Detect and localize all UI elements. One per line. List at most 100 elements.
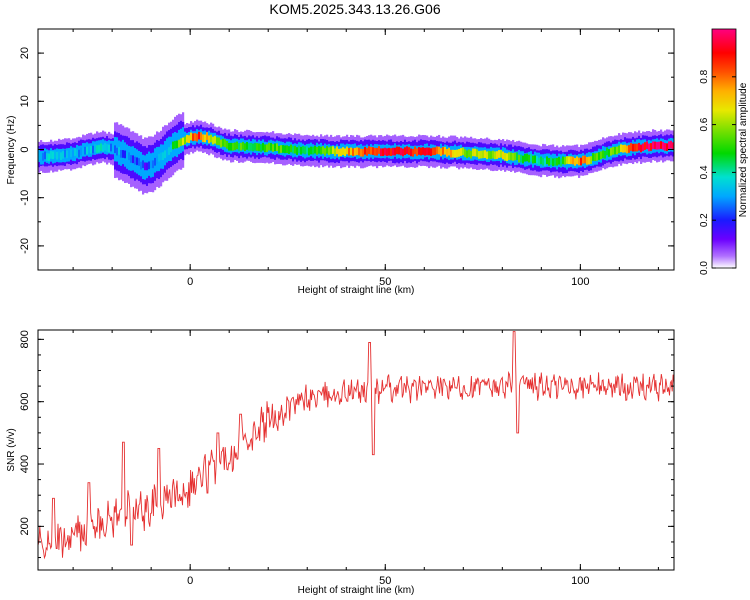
spectrogram-cell <box>604 150 607 159</box>
spectrogram-cell <box>444 146 447 155</box>
spectrogram-cell <box>154 157 157 166</box>
spectrogram-cell <box>212 136 215 145</box>
spectrogram-cell <box>236 141 239 150</box>
spectrogram-cell <box>498 150 501 158</box>
spectrogram-cell <box>92 145 95 154</box>
spectrogram-cell <box>506 153 509 162</box>
spectrogram-cell <box>560 158 563 167</box>
spectrogram-cell <box>284 145 287 154</box>
spectrogram-cell <box>528 154 531 163</box>
spectrogram-cell <box>480 150 483 159</box>
spectrogram-x-tick-label: 50 <box>379 276 391 288</box>
spectrogram-cell <box>608 149 611 157</box>
spectrogram-cell <box>582 155 585 164</box>
spectrogram-cell <box>326 145 329 154</box>
spectrogram-cell <box>86 146 89 155</box>
spectrogram-cell <box>370 146 373 155</box>
spectrogram-cell <box>304 146 307 155</box>
spectrogram-cell <box>178 139 181 148</box>
spectrogram-cell <box>478 151 481 159</box>
spectrogram-y-tick-label: 20 <box>19 47 31 59</box>
spectrogram-cell <box>306 145 309 154</box>
spectrogram-cell <box>166 148 169 157</box>
spectrogram-cell <box>348 147 351 156</box>
spectrogram-cell <box>570 156 573 165</box>
spectrogram-cell <box>274 143 277 152</box>
spectrogram-cell <box>522 155 525 164</box>
spectrogram-cell <box>42 152 45 161</box>
spectrogram-cell <box>346 146 349 155</box>
spectrogram-cell <box>484 150 487 158</box>
spectrogram-cell <box>60 152 63 161</box>
spectrogram-cell <box>424 147 427 156</box>
snr-y-tick-label: 800 <box>19 330 31 348</box>
spectrogram-cell <box>244 143 247 152</box>
spectrogram-cell <box>514 152 517 161</box>
spectrogram-cell <box>162 152 165 161</box>
spectrogram-cell <box>72 150 75 158</box>
spectrogram-cell <box>648 143 651 152</box>
spectrogram-cell <box>352 148 355 157</box>
spectrogram-cell <box>316 146 319 155</box>
spectrogram-cell <box>668 141 671 150</box>
spectrogram-cell <box>482 150 485 159</box>
spectrogram-cell <box>328 147 331 156</box>
spectrogram-cell <box>378 146 381 154</box>
spectrogram-cell <box>140 161 143 170</box>
spectrogram-cell <box>364 146 367 155</box>
spectrogram-cell <box>56 151 59 160</box>
spectrogram-cell <box>388 147 391 156</box>
spectrogram-cell <box>182 137 185 146</box>
spectrogram-cell <box>594 153 597 162</box>
spectrogram-cell <box>272 144 275 152</box>
spectrogram-cell <box>410 148 413 157</box>
spectrogram-cell <box>66 150 69 159</box>
spectrogram-cell <box>476 149 479 158</box>
spectrogram-cell <box>216 137 219 146</box>
spectrogram-cell <box>194 133 197 141</box>
spectrogram-cell <box>372 147 375 155</box>
spectrogram-cell <box>606 147 609 156</box>
spectrogram-cell <box>152 160 155 169</box>
spectrogram-cell <box>524 153 527 162</box>
spectrogram-cell <box>626 145 629 154</box>
colorbar-ticks: 0.0 0.2 0.4 0.6 0.8 <box>699 69 736 275</box>
spectrogram-cell <box>540 156 543 165</box>
snr-y-tick-label: 200 <box>19 517 31 535</box>
spectrogram-cell <box>422 147 425 155</box>
spectrogram-cell <box>276 143 279 152</box>
spectrogram-cell <box>550 157 553 165</box>
spectrogram-cell <box>578 157 581 166</box>
spectrogram-cell <box>68 151 71 159</box>
spectrogram-cell <box>414 146 417 155</box>
spectrogram-cell <box>312 146 315 155</box>
spectrogram-cell <box>462 147 465 156</box>
spectrogram-cell <box>670 140 673 149</box>
spectrogram-cell <box>90 145 93 154</box>
spectrogram-cell <box>202 134 205 143</box>
spectrogram-cell <box>204 134 207 143</box>
spectrogram-cell <box>220 139 223 148</box>
spectrogram-cell <box>404 147 407 156</box>
spectrogram-cell <box>508 152 511 161</box>
spectrogram-cell <box>460 148 463 156</box>
spectrogram-cell <box>248 143 251 151</box>
spectrogram-cell <box>660 141 663 149</box>
snr-x-axis-label: Height of straight line (km) <box>298 585 415 596</box>
spectrogram-cell <box>232 142 235 151</box>
spectrogram-cell <box>156 156 159 165</box>
spectrogram-cell <box>188 135 191 144</box>
spectrogram-cell <box>160 152 163 161</box>
spectrogram-cell <box>170 144 173 153</box>
colorbar-tick-label: 0.8 <box>699 69 710 83</box>
spectrogram-cell <box>502 151 505 160</box>
spectrogram-cell <box>520 154 523 163</box>
spectrogram-cell <box>532 155 535 164</box>
spectrogram-cell <box>294 145 297 154</box>
snr-plot-area <box>38 330 674 570</box>
spectrogram-cell <box>258 143 261 152</box>
colorbar-label: Normalized spectral amplitude <box>738 82 749 217</box>
spectrogram-cell <box>500 149 503 158</box>
spectrogram-cell <box>468 149 471 158</box>
spectrogram-cell <box>268 142 271 151</box>
